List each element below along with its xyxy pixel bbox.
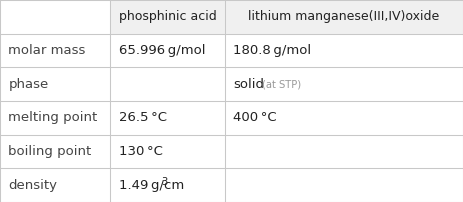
Bar bbox=[225, 101, 463, 135]
Bar bbox=[110, 168, 225, 202]
Bar bbox=[225, 168, 463, 202]
Text: molar mass: molar mass bbox=[8, 44, 86, 57]
Text: solid: solid bbox=[233, 78, 264, 91]
Text: boiling point: boiling point bbox=[8, 145, 92, 158]
Text: 3: 3 bbox=[161, 177, 167, 186]
Text: 1.49 g/cm: 1.49 g/cm bbox=[119, 179, 184, 192]
Bar bbox=[110, 101, 225, 135]
Bar bbox=[110, 135, 225, 168]
Text: melting point: melting point bbox=[8, 111, 98, 124]
Text: 180.8 g/mol: 180.8 g/mol bbox=[233, 44, 312, 57]
Text: lithium manganese(III,IV)oxide: lithium manganese(III,IV)oxide bbox=[248, 10, 440, 23]
Bar bbox=[225, 67, 463, 101]
Text: phosphinic acid: phosphinic acid bbox=[119, 10, 217, 23]
Text: 65.996 g/mol: 65.996 g/mol bbox=[119, 44, 205, 57]
Text: 400 °C: 400 °C bbox=[233, 111, 277, 124]
Bar bbox=[0, 34, 110, 67]
Bar bbox=[225, 0, 463, 34]
Bar bbox=[110, 0, 225, 34]
Bar bbox=[0, 168, 110, 202]
Bar bbox=[110, 67, 225, 101]
Text: (at STP): (at STP) bbox=[262, 79, 301, 89]
Bar bbox=[110, 34, 225, 67]
Bar bbox=[0, 101, 110, 135]
Text: 26.5 °C: 26.5 °C bbox=[119, 111, 167, 124]
Bar bbox=[225, 135, 463, 168]
Bar bbox=[0, 67, 110, 101]
Bar bbox=[0, 135, 110, 168]
Bar bbox=[225, 34, 463, 67]
Text: density: density bbox=[8, 179, 57, 192]
Text: 130 °C: 130 °C bbox=[119, 145, 163, 158]
Bar bbox=[0, 0, 110, 34]
Text: phase: phase bbox=[8, 78, 49, 91]
